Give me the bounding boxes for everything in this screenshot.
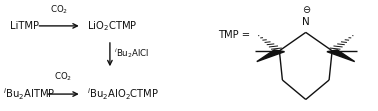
Text: $^i$Bu$_2$AlTMP: $^i$Bu$_2$AlTMP bbox=[3, 86, 55, 102]
Text: LiTMP: LiTMP bbox=[10, 21, 39, 31]
Text: CO$_2$: CO$_2$ bbox=[50, 4, 68, 16]
Polygon shape bbox=[257, 50, 285, 62]
Text: CO$_2$: CO$_2$ bbox=[54, 71, 72, 83]
Text: $^i$Bu$_2$AlO$_2$CTMP: $^i$Bu$_2$AlO$_2$CTMP bbox=[87, 86, 159, 102]
Text: TMP =: TMP = bbox=[218, 30, 251, 40]
Text: $^i$Bu$_2$AlCl: $^i$Bu$_2$AlCl bbox=[115, 46, 150, 60]
Text: N: N bbox=[302, 17, 310, 27]
Text: LiO$_2$CTMP: LiO$_2$CTMP bbox=[87, 19, 137, 33]
Text: ⊖: ⊖ bbox=[302, 5, 310, 15]
Polygon shape bbox=[327, 50, 355, 62]
